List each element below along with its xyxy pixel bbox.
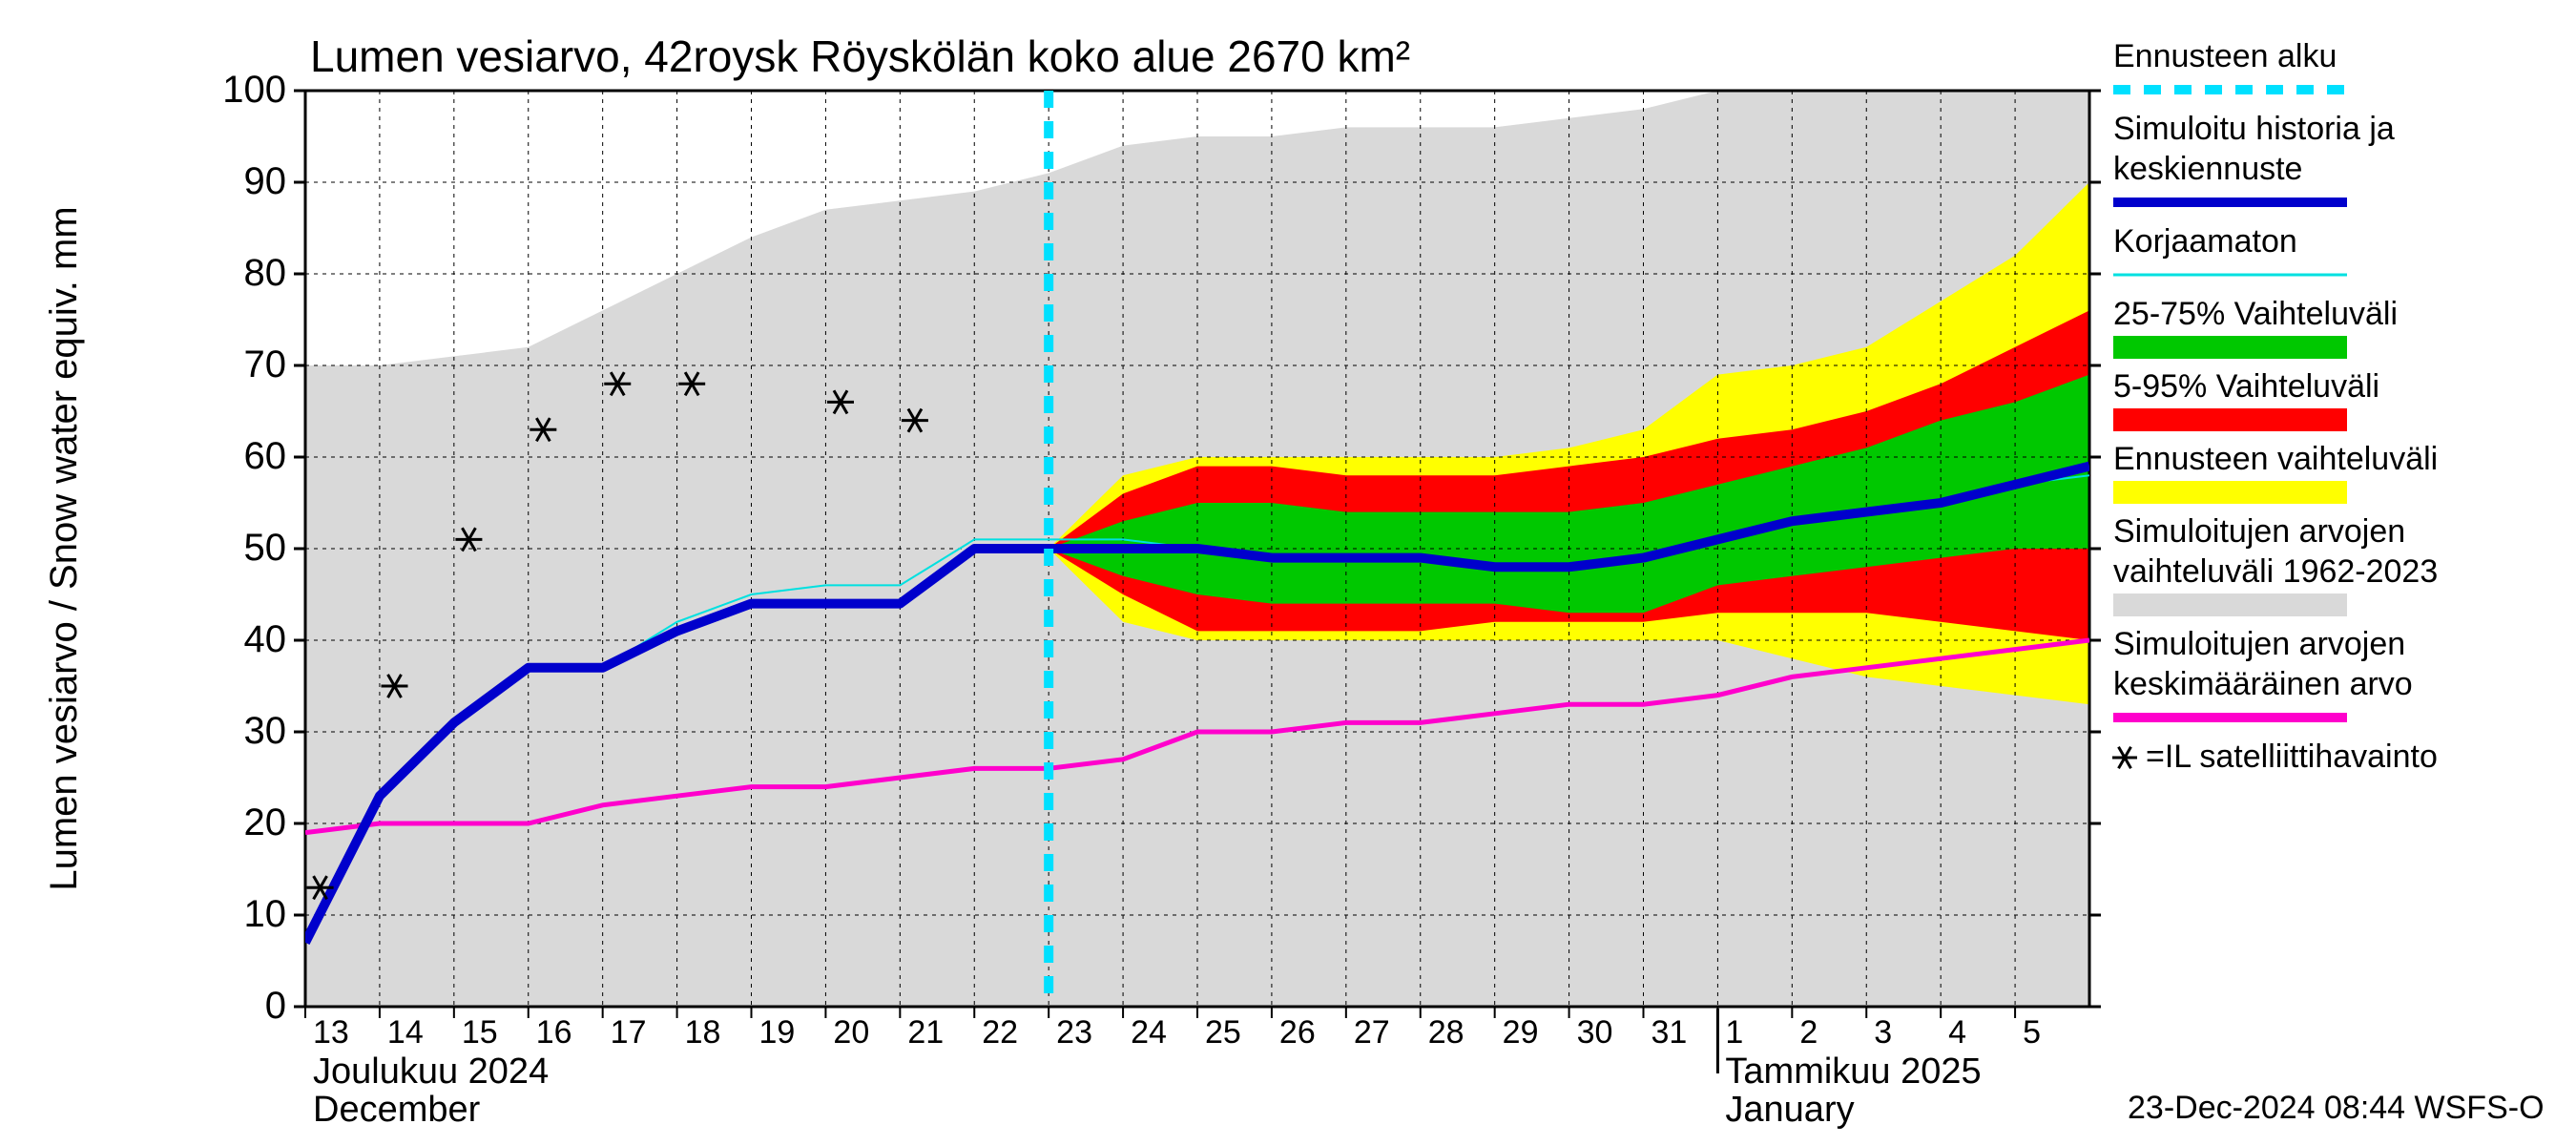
month-label-en-right: January bbox=[1725, 1090, 1854, 1130]
chart-title: Lumen vesiarvo, 42roysk Röyskölän koko a… bbox=[310, 31, 1410, 81]
x-tick-label: 30 bbox=[1577, 1014, 1613, 1051]
x-tick-label: 21 bbox=[907, 1014, 944, 1051]
x-tick-label: 28 bbox=[1428, 1014, 1465, 1051]
legend-label: Simuloitu historia ja bbox=[2113, 111, 2395, 147]
legend-label: Ennusteen alku bbox=[2113, 38, 2337, 74]
x-tick-label: 16 bbox=[536, 1014, 572, 1051]
legend-swatch bbox=[2113, 481, 2347, 504]
y-axis-label: Lumen vesiarvo / Snow water equiv. mm bbox=[43, 206, 85, 890]
x-tick-label: 26 bbox=[1279, 1014, 1316, 1051]
x-tick-label: 2 bbox=[1799, 1014, 1818, 1051]
y-tick-label: 90 bbox=[244, 160, 287, 202]
y-tick-label: 20 bbox=[244, 802, 287, 843]
month-label-en-left: December bbox=[313, 1090, 481, 1130]
legend-swatch bbox=[2113, 336, 2347, 359]
month-label-fi-right: Tammikuu 2025 bbox=[1725, 1051, 1981, 1092]
legend-label: vaihteluväli 1962-2023 bbox=[2113, 553, 2438, 590]
x-tick-label: 17 bbox=[611, 1014, 647, 1051]
y-tick-label: 30 bbox=[244, 710, 287, 752]
y-tick-label: 0 bbox=[265, 985, 286, 1027]
legend-label: Korjaamaton bbox=[2113, 223, 2297, 260]
legend-label: keskimääräinen arvo bbox=[2113, 666, 2413, 702]
x-tick-label: 27 bbox=[1354, 1014, 1390, 1051]
x-tick-label: 25 bbox=[1205, 1014, 1241, 1051]
y-tick-label: 80 bbox=[244, 252, 287, 294]
x-tick-label: 29 bbox=[1503, 1014, 1539, 1051]
legend-label: keskiennuste bbox=[2113, 151, 2302, 187]
legend-swatch bbox=[2113, 408, 2347, 431]
x-tick-label: 4 bbox=[1948, 1014, 1966, 1051]
footer-timestamp: 23-Dec-2024 08:44 WSFS-O bbox=[2128, 1090, 2545, 1126]
x-tick-label: 15 bbox=[462, 1014, 498, 1051]
x-tick-label: 19 bbox=[759, 1014, 796, 1051]
x-tick-label: 31 bbox=[1652, 1014, 1688, 1051]
y-tick-label: 50 bbox=[244, 527, 287, 569]
x-tick-label: 5 bbox=[2023, 1014, 2041, 1051]
legend-label: 25-75% Vaihteluväli bbox=[2113, 296, 2398, 332]
legend: Ennusteen alku Simuloitu historia ja keski… bbox=[2112, 38, 2438, 775]
month-label-fi-left: Joulukuu 2024 bbox=[313, 1051, 549, 1092]
x-tick-label: 3 bbox=[1874, 1014, 1892, 1051]
y-tick-label: 10 bbox=[244, 893, 287, 935]
y-tick-label: 40 bbox=[244, 618, 287, 660]
y-tick-label: 70 bbox=[244, 344, 287, 385]
legend-label: Simuloitujen arvojen bbox=[2113, 626, 2405, 662]
x-tick-label: 14 bbox=[387, 1014, 424, 1051]
x-tick-label: 22 bbox=[982, 1014, 1018, 1051]
x-tick-label: 24 bbox=[1131, 1014, 1167, 1051]
x-tick-label: 20 bbox=[833, 1014, 869, 1051]
x-tick-label: 23 bbox=[1056, 1014, 1092, 1051]
y-tick-label: 100 bbox=[222, 69, 286, 111]
legend-swatch bbox=[2113, 593, 2347, 616]
chart-container: { "layout": { "width": 2700, "height": 1… bbox=[0, 0, 2576, 1145]
legend-label: =IL satelliittihavainto bbox=[2146, 739, 2438, 775]
x-tick-label: 1 bbox=[1725, 1014, 1743, 1051]
legend-label: Simuloitujen arvojen bbox=[2113, 513, 2405, 550]
y-tick-label: 60 bbox=[244, 435, 287, 477]
chart-svg: 0102030405060708090100131415161718192021… bbox=[0, 0, 2576, 1145]
x-tick-label: 18 bbox=[685, 1014, 721, 1051]
legend-label: Ennusteen vaihteluväli bbox=[2113, 441, 2438, 477]
legend-label: 5-95% Vaihteluväli bbox=[2113, 368, 2379, 405]
x-tick-label: 13 bbox=[313, 1014, 349, 1051]
